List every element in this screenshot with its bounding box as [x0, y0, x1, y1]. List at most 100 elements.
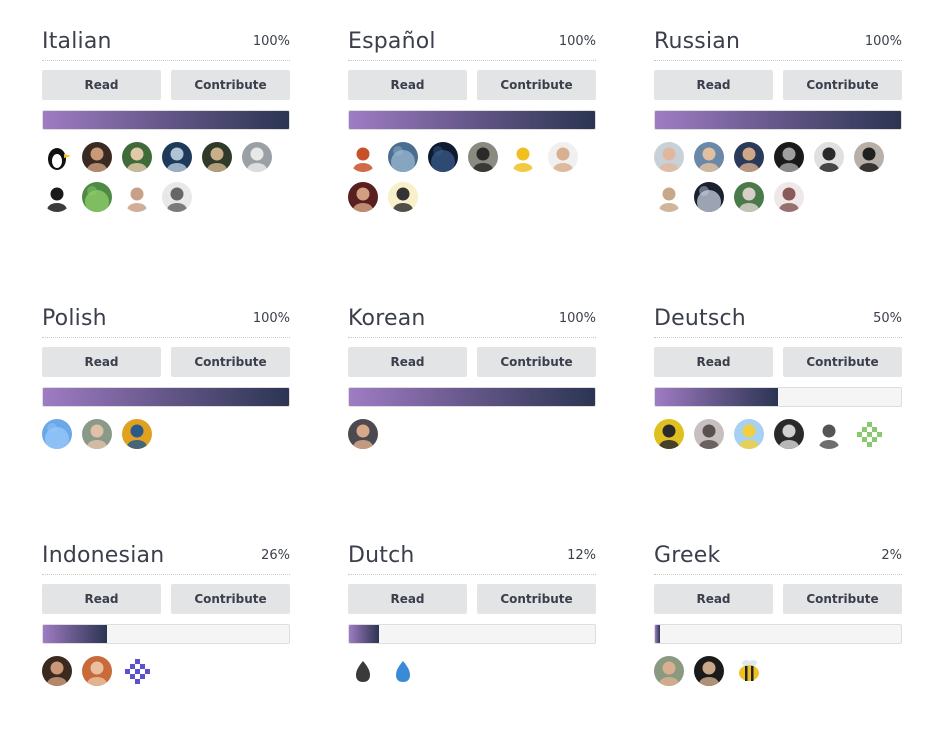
person-avatar-icon[interactable]: [654, 419, 684, 449]
pattern-avatar-icon[interactable]: [42, 419, 72, 449]
read-button[interactable]: Read: [42, 70, 161, 100]
person-avatar-icon-graphic: [162, 142, 192, 172]
card-header: Dutch 12%: [348, 542, 596, 575]
person-avatar-icon[interactable]: [548, 142, 578, 172]
person-avatar-icon[interactable]: [82, 656, 112, 686]
person-avatar-icon[interactable]: [654, 656, 684, 686]
person-avatar-icon[interactable]: [122, 142, 152, 172]
progress-bar: [42, 624, 290, 644]
read-button[interactable]: Read: [654, 70, 773, 100]
cartoon-avatar-icon-graphic: [348, 142, 378, 172]
pattern-avatar-icon-graphic: [82, 182, 112, 212]
penguin-avatar-icon[interactable]: [42, 142, 72, 172]
progress-bar-fill: [43, 388, 289, 406]
card-header: Greek 2%: [654, 542, 902, 575]
contribute-button[interactable]: Contribute: [783, 70, 902, 100]
monkey-avatar-icon[interactable]: [508, 142, 538, 172]
person-avatar-icon[interactable]: [242, 142, 272, 172]
person-avatar-icon[interactable]: [734, 142, 764, 172]
meditation-avatar-icon[interactable]: [348, 419, 378, 449]
read-button[interactable]: Read: [348, 347, 467, 377]
read-button[interactable]: Read: [348, 584, 467, 614]
person-avatar-icon-graphic: [122, 142, 152, 172]
contribute-button[interactable]: Contribute: [477, 70, 596, 100]
cartoon-face-avatar-icon[interactable]: [388, 182, 418, 212]
sketch-avatar-icon[interactable]: [814, 419, 844, 449]
bee-avatar-icon[interactable]: [734, 656, 764, 686]
language-card-greek: Greek 2% Read Contribute: [654, 542, 902, 686]
cartoon-avatar-icon[interactable]: [348, 142, 378, 172]
read-button[interactable]: Read: [654, 584, 773, 614]
person-avatar-icon[interactable]: [694, 142, 724, 172]
completion-percent: 100%: [252, 34, 290, 49]
person-avatar-icon-graphic: [854, 142, 884, 172]
contribute-button[interactable]: Contribute: [171, 70, 290, 100]
progress-bar-fill: [349, 625, 379, 643]
sketch-avatar-icon[interactable]: [162, 182, 192, 212]
progress-bar-fill: [655, 111, 901, 129]
person-avatar-icon-graphic: [694, 656, 724, 686]
completion-percent: 26%: [261, 548, 290, 563]
language-name: Dutch: [348, 543, 415, 568]
card-header: Russian 100%: [654, 28, 902, 61]
person-avatar-icon[interactable]: [468, 142, 498, 172]
contribute-button[interactable]: Contribute: [477, 584, 596, 614]
card-header: Italian 100%: [42, 28, 290, 61]
card-header: Korean 100%: [348, 305, 596, 338]
contribute-button[interactable]: Contribute: [171, 347, 290, 377]
person-avatar-icon[interactable]: [122, 419, 152, 449]
landscape-avatar-icon[interactable]: [388, 142, 418, 172]
person-avatar-icon[interactable]: [82, 419, 112, 449]
globe-avatar-icon[interactable]: [694, 182, 724, 212]
person-avatar-icon[interactable]: [162, 142, 192, 172]
sketch-avatar-icon[interactable]: [774, 419, 804, 449]
person-avatar-icon[interactable]: [774, 142, 804, 172]
identicon-avatar-icon[interactable]: [854, 419, 884, 449]
contribute-button[interactable]: Contribute: [783, 347, 902, 377]
progress-bar: [654, 387, 902, 407]
identicon-avatar-icon[interactable]: [122, 656, 152, 686]
language-name: Korean: [348, 306, 426, 331]
person-avatar-icon[interactable]: [202, 142, 232, 172]
read-button[interactable]: Read: [348, 70, 467, 100]
cartoon-avatar-icon[interactable]: [734, 419, 764, 449]
monkey-avatar-icon-graphic: [508, 142, 538, 172]
person-avatar-icon-graphic: [82, 419, 112, 449]
button-row: Read Contribute: [348, 584, 596, 614]
read-button[interactable]: Read: [654, 347, 773, 377]
person-avatar-icon[interactable]: [694, 419, 724, 449]
night-sky-avatar-icon[interactable]: [428, 142, 458, 172]
completion-percent: 100%: [558, 311, 596, 326]
person-avatar-icon[interactable]: [82, 142, 112, 172]
sketch-avatar-icon[interactable]: [774, 182, 804, 212]
language-card-deutsch: Deutsch 50% Read Contribute: [654, 305, 902, 449]
person-avatar-icon[interactable]: [654, 142, 684, 172]
person-avatar-icon[interactable]: [42, 656, 72, 686]
person-avatar-icon[interactable]: [122, 182, 152, 212]
person-avatar-icon-graphic: [774, 142, 804, 172]
droplet-avatar-icon[interactable]: [348, 656, 378, 686]
droplet-avatar-icon[interactable]: [388, 656, 418, 686]
contribute-button[interactable]: Contribute: [477, 347, 596, 377]
progress-bar: [42, 110, 290, 130]
contribute-button[interactable]: Contribute: [783, 584, 902, 614]
gopher-avatar-icon-graphic: [654, 182, 684, 212]
person-avatar-icon-graphic: [734, 182, 764, 212]
person-avatar-icon[interactable]: [854, 142, 884, 172]
person-avatar-icon[interactable]: [814, 142, 844, 172]
read-button[interactable]: Read: [42, 584, 161, 614]
person-avatar-icon[interactable]: [42, 182, 72, 212]
progress-bar-fill: [655, 625, 660, 643]
person-avatar-icon-graphic: [242, 142, 272, 172]
gopher-avatar-icon[interactable]: [654, 182, 684, 212]
contribute-button[interactable]: Contribute: [171, 584, 290, 614]
sketch-avatar-icon-graphic: [162, 182, 192, 212]
person-avatar-icon-graphic: [468, 142, 498, 172]
pattern-avatar-icon[interactable]: [82, 182, 112, 212]
language-card-italian: Italian 100% Read Contribute: [42, 28, 290, 212]
person-avatar-icon[interactable]: [348, 182, 378, 212]
progress-bar-fill: [655, 388, 778, 406]
person-avatar-icon[interactable]: [694, 656, 724, 686]
read-button[interactable]: Read: [42, 347, 161, 377]
person-avatar-icon[interactable]: [734, 182, 764, 212]
